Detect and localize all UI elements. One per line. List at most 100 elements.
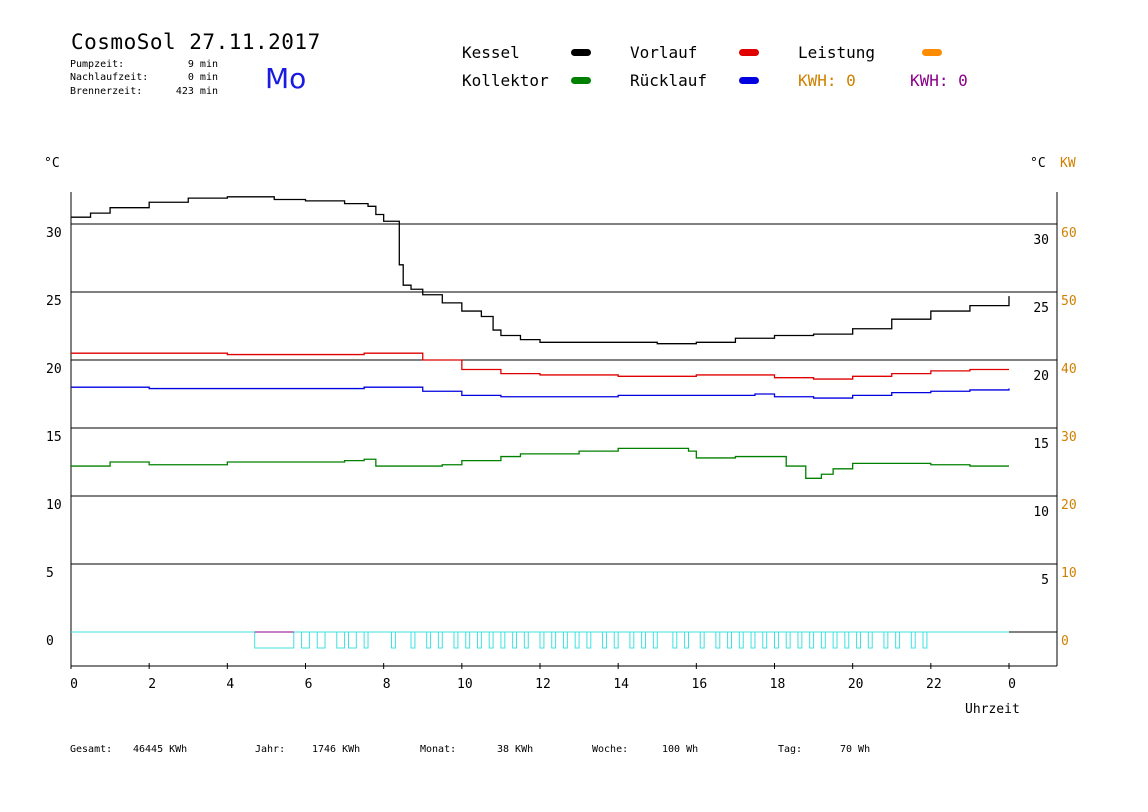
pump-pulse [856,631,861,649]
pump-pulse [750,631,756,649]
pump-time-value: 9 min [187,59,218,70]
x-tick-label: 20 [848,677,864,692]
x-axis-label: Uhrzeit [965,702,1020,717]
pump-pulse [715,631,721,649]
pump-pulse [867,631,873,649]
legend-vorlauf-swatch [739,49,759,56]
legend-vorlauf-label: Vorlauf [630,43,698,62]
y-tick-label-right-c: 5 [1041,573,1049,588]
x-tick-label: 0 [70,677,78,692]
pump-pulse [336,631,346,649]
pump-pulse [437,631,443,649]
pump-pulse [727,631,733,649]
kwh-purple-label: KWH: 0 [910,71,968,90]
legend-leistung-label: Leistung [798,43,876,62]
y-tick-label-right-kw: 50 [1061,294,1077,309]
x-tick-label: 4 [226,677,234,692]
pump-pulse [922,631,928,649]
pump-pulse [613,631,619,649]
footer-jahr-label: Jahr: [255,744,286,755]
series-line-rücklauf [71,386,1010,399]
x-tick-label: 18 [770,677,786,692]
footer-gesamt-value: 46445 KWh [133,744,188,755]
nachlauf-time-value: 0 min [187,72,218,83]
pump-pulse [762,631,768,649]
series-line-kessel [71,196,1010,345]
pump-pulse [574,631,580,649]
chart-tick-labels: 0 2 4 6 8 10 12 14 16 18 20 22 0 0 5 10 15 20 25 30 5 10 15 20 2… [46,226,1077,692]
x-tick-label: 12 [535,677,551,692]
x-tick-label: 14 [613,677,629,692]
legend-kollektor-swatch [571,77,591,84]
pump-pulse [512,631,518,649]
x-tick-label: 22 [926,677,942,692]
pump-pulse [602,631,607,649]
pump-pulse [390,631,396,649]
y-tick-label-left: 15 [46,430,62,445]
y-tick-label-right-c: 10 [1033,505,1049,520]
series-line-kollektor [71,447,1009,479]
pump-pulse [629,631,635,649]
footer-monat-value: 38 KWh [497,744,534,755]
y-tick-label-right-kw: 30 [1061,430,1077,445]
x-tick-label: 8 [383,677,391,692]
x-tick-label: 0 [1008,677,1016,692]
pump-pulse [465,631,471,649]
pump-pulse [363,631,369,649]
pump-pulse [820,631,826,649]
y-tick-label-right-kw: 60 [1061,226,1077,241]
pump-pulse [523,631,529,649]
pump-pulse [316,631,326,649]
footer-woche-label: Woche: [592,744,629,755]
pump-pulse [551,631,557,649]
pump-pulse [347,631,357,649]
y-tick-label-left: 20 [46,362,62,377]
y-tick-label-left: 30 [46,226,62,241]
brenner-time-label: Brennerzeit: [70,86,143,97]
pump-pulse [684,631,690,649]
legend-kessel-label: Kessel [462,43,520,62]
y-tick-label-left: 25 [46,294,62,309]
x-tick-label: 6 [305,677,313,692]
legend-ruecklauf-label: Rücklauf [630,71,708,90]
pump-pulse [883,631,889,649]
pump-pulse [539,631,545,649]
footer-monat-label: Monat: [420,744,457,755]
pump-pulse [738,631,744,649]
x-tick-label: 10 [457,677,473,692]
pump-pulse [453,631,459,649]
pump-pulse [301,631,310,649]
legend-kessel-swatch [571,49,591,56]
y-tick-label-left: 10 [46,498,62,513]
y-axis-right-unit-kw: KW [1060,156,1076,171]
legend-kollektor-label: Kollektor [462,71,549,90]
pump-pulse [844,631,850,649]
y-axis-left-unit: °C [44,156,60,171]
pump-pulse [476,631,482,649]
y-tick-label-right-kw: 0 [1061,634,1069,649]
footer-tag-label: Tag: [778,744,803,755]
series-line-vorlauf [71,352,1009,380]
pump-pulse [562,631,568,649]
x-tick-label: 2 [148,677,156,692]
pump-pulse [426,631,432,649]
pump-pulse [672,631,678,649]
y-tick-label-right-kw: 40 [1061,362,1077,377]
y-axis-right-unit-c: °C [1030,156,1046,171]
pump-pulse [774,631,779,649]
legend-ruecklauf-swatch [739,77,759,84]
nachlauf-time-label: Nachlaufzeit: [70,72,149,83]
pump-pulse [500,631,506,649]
pump-pulse [910,631,916,649]
chart-axes [70,192,1058,669]
y-tick-label-right-c: 30 [1033,233,1049,248]
y-tick-label-right-kw: 20 [1061,498,1077,513]
footer-gesamt-label: Gesamt: [70,744,113,755]
pump-pulse [809,631,815,649]
pump-pulse [410,631,416,649]
pump-pulse [641,631,647,649]
pump-pulse [488,631,494,649]
kwh-orange-label: KWH: 0 [798,71,856,90]
x-tick-label: 16 [692,677,708,692]
